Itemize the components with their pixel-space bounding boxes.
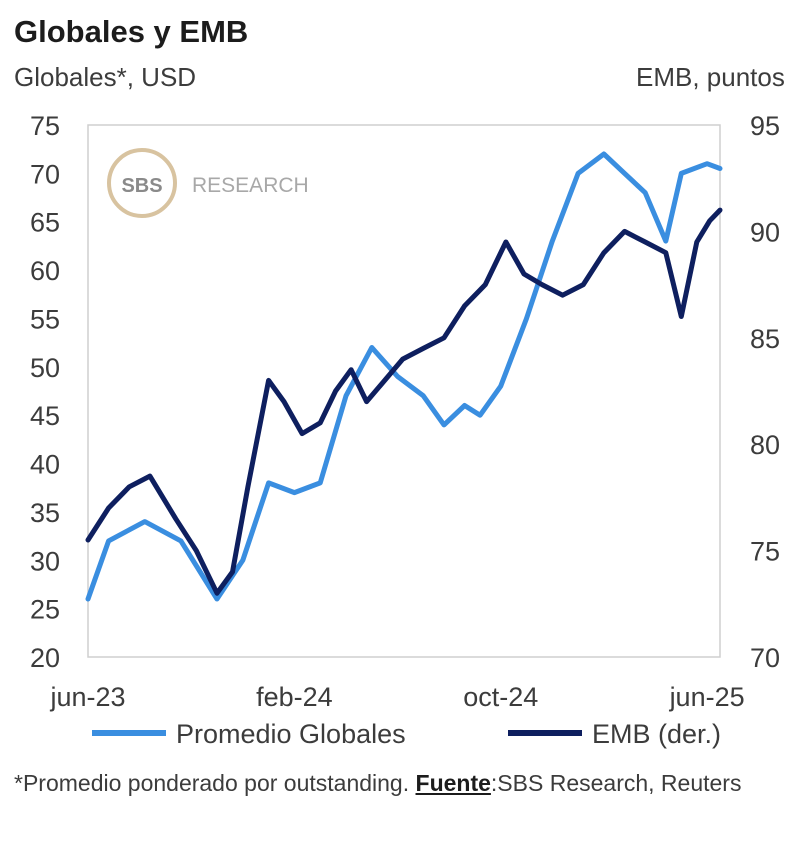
sbs-badge-text: SBS <box>121 175 162 197</box>
right-tick-label: 80 <box>750 430 780 460</box>
chart-title: Globales y EMB <box>14 14 249 49</box>
series-line-globales <box>85 151 723 602</box>
left-tick-label: 50 <box>30 353 60 383</box>
legend-label-globales: Promedio Globales <box>176 719 406 749</box>
x-tick-label: jun-23 <box>49 682 125 712</box>
legend: Promedio Globales EMB (der.) <box>92 719 721 749</box>
series-line-emb <box>85 207 723 596</box>
x-tick-label: feb-24 <box>256 682 333 712</box>
right-tick-label: 70 <box>750 643 780 673</box>
left-tick-label: 60 <box>30 256 60 286</box>
left-tick-label: 20 <box>30 643 60 673</box>
source-label: Fuente <box>415 770 491 796</box>
legend-label-emb: EMB (der.) <box>592 719 721 749</box>
plot-frame <box>87 124 721 658</box>
right-tick-label: 90 <box>750 217 780 247</box>
watermark-text: RESEARCH <box>192 174 309 197</box>
right-tick-label: 75 <box>750 537 780 567</box>
left-tick-label: 75 <box>30 111 60 141</box>
left-tick-label: 65 <box>30 208 60 238</box>
sbs-badge-ring <box>107 148 177 218</box>
line-chart: SBS RESEARCH 75 70 65 60 55 50 45 40 35 30 25 20 95 9… <box>30 111 780 749</box>
left-axis-caption: Globales*, USD <box>14 62 197 92</box>
right-tick-label: 95 <box>750 111 780 141</box>
source-text: :SBS Research, Reuters <box>490 770 742 796</box>
left-tick-label: 25 <box>30 595 60 625</box>
watermark: SBS RESEARCH <box>107 148 309 218</box>
right-axis-caption: EMB, puntos <box>636 62 785 92</box>
x-tick-label: jun-25 <box>669 682 745 712</box>
footnote: *Promedio ponderado por outstanding. Fue… <box>14 764 784 802</box>
left-tick-label: 55 <box>30 304 60 334</box>
left-tick-label: 30 <box>30 546 60 576</box>
left-tick-label: 70 <box>30 159 60 189</box>
left-tick-label: 45 <box>30 401 60 431</box>
right-tick-label: 85 <box>750 324 780 354</box>
left-tick-label: 40 <box>30 450 60 480</box>
x-tick-label: oct-24 <box>463 682 538 712</box>
left-tick-label: 35 <box>30 498 60 528</box>
footnote-note: *Promedio ponderado por outstanding. <box>14 770 416 796</box>
